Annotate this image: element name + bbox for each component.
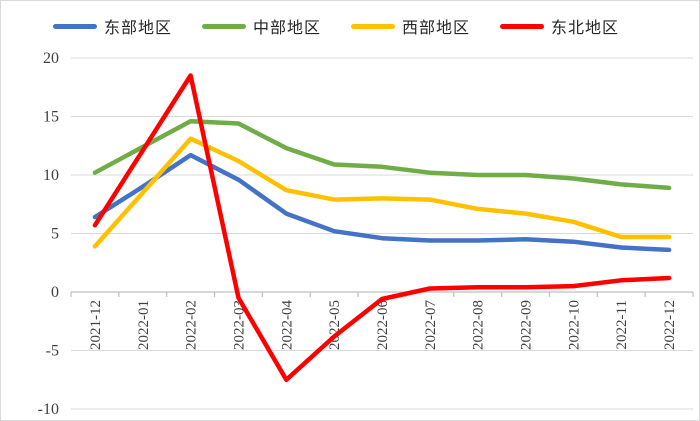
x-axis-tick-label: 2022-07 [423,300,439,350]
series-line-中部地区 [92,118,672,191]
x-axis-tick-label: 2021-12 [88,300,104,350]
x-axis-tick-label: 2022-06 [375,300,391,350]
x-axis-tick-label: 2022-03 [231,300,247,350]
y-axis-tick-label: 0 [51,284,59,301]
legend-item-east: 东部地区 [53,14,172,38]
legend-item-central: 中部地区 [201,14,321,38]
y-axis-tick-label: -5 [46,343,59,360]
y-axis-labels: 20 15 10 5 0 -5 -10 [38,50,59,418]
legend-line-swatch-west [350,23,395,29]
legend-label-west: 西部地区 [401,20,470,37]
chart-legend: 东部地区 中部地区 西部地区 东北地区 [1,11,699,41]
y-axis-tick-label: 20 [43,50,59,67]
legend-line-swatch-northeast [499,23,544,29]
legend-label-central: 中部地区 [252,20,321,37]
x-axis-labels: 2021-12 2022-01 2022-02 2022-03 2022-04 2022-… [88,300,678,350]
x-axis [70,291,694,297]
legend-line-swatch-central [201,23,246,29]
series-line-东北地区 [92,73,672,383]
x-axis-tick-label: 2022-02 [184,300,200,350]
x-axis-tick-label: 2022-10 [566,300,582,350]
x-axis-tick-label: 2022-04 [279,300,295,350]
series-line-西部地区 [92,136,672,249]
y-axis-tick-label: 10 [43,167,59,184]
legend-item-west: 西部地区 [350,14,470,38]
x-axis-tick-label: 2022-01 [136,300,152,350]
legend-item-northeast: 东北地区 [499,14,619,38]
x-axis-tick-label: 2022-11 [614,300,630,349]
x-axis-tick-label: 2022-09 [519,300,535,350]
series-lines [92,73,672,383]
series-line-东部地区 [92,152,672,253]
legend-label-east: 东部地区 [104,20,173,37]
gridlines [71,57,693,410]
legend-line-swatch-east [53,23,97,29]
y-axis-tick-label: 15 [43,109,59,126]
legend-label-northeast: 东北地区 [550,20,619,37]
x-axis-tick-label: 2022-08 [471,300,487,350]
y-axis-tick-label: 5 [51,226,59,243]
y-axis-tick-label: -10 [38,401,59,418]
x-axis-tick-label: 2022-12 [662,300,678,350]
